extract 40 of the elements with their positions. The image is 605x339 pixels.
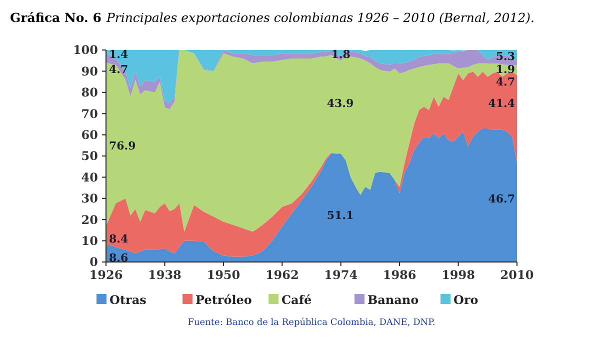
annotation: 1.4 — [109, 48, 128, 62]
annotation: 1.9 — [496, 62, 515, 76]
y-tick-label: 40 — [81, 170, 98, 184]
x-tick-label: 1974 — [324, 268, 358, 282]
annotation: 4.7 — [109, 62, 128, 76]
y-tick-label: 0 — [90, 255, 98, 270]
annotation: 8.4 — [109, 232, 128, 246]
x-tick-label: 1938 — [148, 268, 182, 282]
annotation: 8.6 — [109, 252, 128, 265]
legend-label: Otras — [110, 293, 147, 308]
legend-label: Café — [282, 293, 312, 308]
y-tick-label: 70 — [81, 106, 98, 121]
legend-label: Oro — [454, 293, 478, 308]
chart-title: Gráfica No. 6 — [10, 10, 102, 25]
y-tick-label: 60 — [81, 128, 98, 142]
annotation: 51.1 — [326, 209, 354, 222]
y-tick-label: 90 — [81, 64, 98, 78]
annotation: 4.7 — [496, 76, 515, 89]
x-tick-label: 1950 — [206, 268, 240, 282]
annotation: 46.7 — [488, 192, 515, 206]
x-tick-label: 2010 — [500, 268, 534, 282]
legend-label: Banano — [368, 293, 419, 308]
y-tick-label: 20 — [81, 212, 98, 227]
y-tick-label: 30 — [81, 192, 98, 206]
x-tick-label: 1998 — [442, 268, 475, 282]
x-tick-label: 1926 — [89, 268, 123, 282]
annotation: 76.9 — [109, 139, 136, 152]
y-tick-label: 10 — [81, 234, 98, 248]
chart-subtitle: Principales exportaciones colombianas 1926 – 2010 (Bernal, 2012). — [105, 10, 535, 25]
y-tick-label: 100 — [72, 43, 98, 58]
annotation: 1.8 — [331, 48, 351, 62]
source-note: Fuente: Banco de la República Colombia, DANE, DNP. — [188, 317, 436, 328]
legend-label: Petróleo — [196, 293, 252, 308]
annotation: 5.3 — [496, 50, 515, 64]
x-tick-label: 1962 — [265, 268, 299, 282]
x-tick-label: 1986 — [382, 268, 416, 282]
annotation: 43.9 — [326, 96, 354, 110]
annotation: 41.4 — [488, 96, 516, 110]
y-tick-label: 80 — [81, 86, 98, 100]
y-tick-label: 50 — [81, 149, 98, 164]
